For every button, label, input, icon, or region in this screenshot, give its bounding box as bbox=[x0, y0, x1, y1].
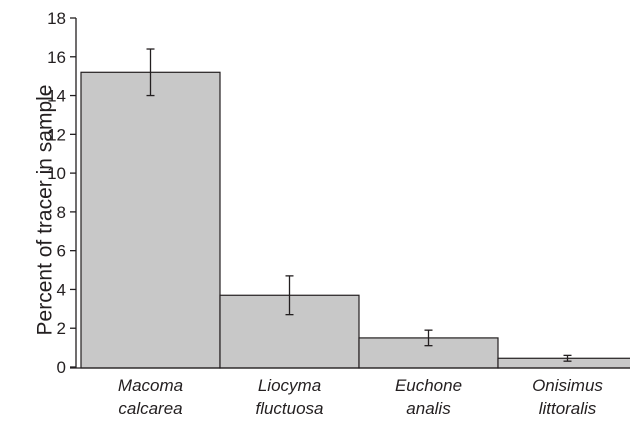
y-tick-label: 0 bbox=[57, 358, 66, 377]
category-label-line: littoralis bbox=[539, 399, 597, 418]
category-label-line: fluctuosa bbox=[255, 399, 323, 418]
y-tick-label: 16 bbox=[47, 48, 66, 67]
y-tick-label: 8 bbox=[57, 203, 66, 222]
category-label: Liocyma fluctuosa bbox=[255, 376, 323, 418]
category-label-line: analis bbox=[406, 399, 451, 418]
plot-area: Macoma calcarea Liocyma fluctuosa Euchone ana… bbox=[47, 9, 630, 418]
y-tick-label: 12 bbox=[47, 125, 66, 144]
category-label-line: Liocyma bbox=[258, 376, 321, 395]
category-label: Euchone analis bbox=[395, 376, 462, 418]
category-label: Macoma calcarea bbox=[118, 376, 183, 418]
y-tick-label: 2 bbox=[57, 319, 66, 338]
y-tick-label: 14 bbox=[47, 87, 66, 106]
y-tick-label: 10 bbox=[47, 164, 66, 183]
y-tick-label: 18 bbox=[47, 9, 66, 28]
category-label-line: Onisimus bbox=[532, 376, 603, 395]
category-label-line: Euchone bbox=[395, 376, 462, 395]
y-axis-title: Percent of tracer in sample bbox=[34, 85, 57, 336]
category-label-line: calcarea bbox=[118, 399, 182, 418]
category-label: Onisimus littoralis bbox=[532, 376, 603, 418]
y-tick-label: 6 bbox=[57, 242, 66, 261]
bar bbox=[80, 71, 221, 369]
y-tick-label: 4 bbox=[57, 280, 66, 299]
bar bbox=[497, 357, 630, 369]
category-label-line: Macoma bbox=[118, 376, 183, 395]
